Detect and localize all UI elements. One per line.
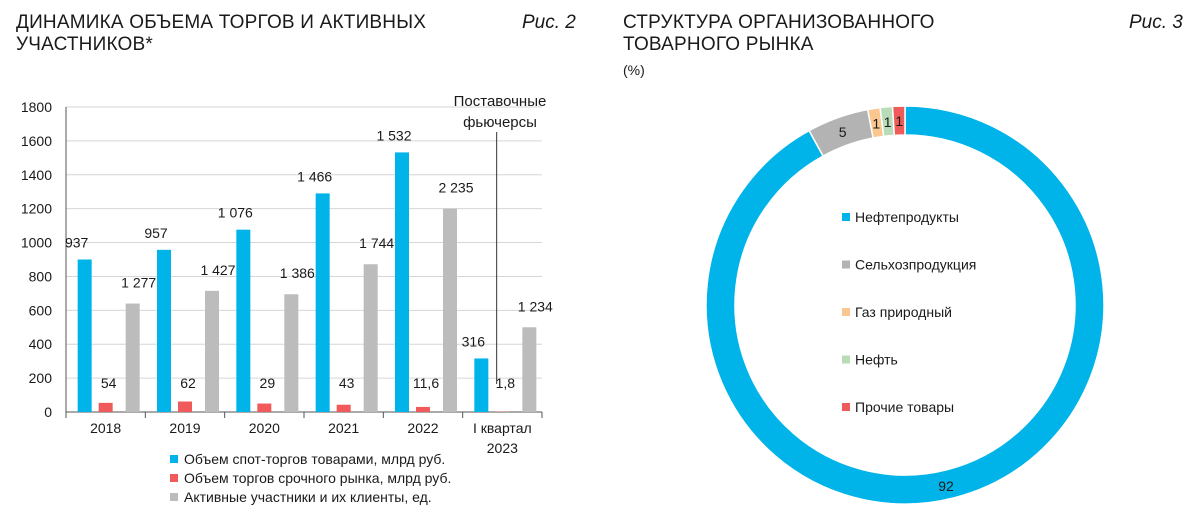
bar-1 bbox=[236, 229, 251, 412]
x-tick-label: 2020 bbox=[249, 420, 280, 436]
bar-2 bbox=[416, 406, 430, 412]
fig2-number: Рис. 2 bbox=[522, 12, 576, 33]
data-label: 1 386 bbox=[280, 265, 315, 281]
bar-1 bbox=[157, 249, 171, 412]
data-label: 1 076 bbox=[218, 205, 253, 221]
legend-swatch-3 bbox=[842, 308, 850, 316]
legend-swatch-1 bbox=[842, 213, 850, 221]
legend-swatch-2 bbox=[170, 474, 178, 482]
fig2-title: ДИНАМИКА ОБЪЕМА ТОРГОВ И АКТИВНЫХ УЧАСТН… bbox=[16, 12, 427, 55]
data-label: 1 234 bbox=[518, 298, 553, 314]
legend-swatch-4 bbox=[842, 355, 850, 364]
y-tick-label: 400 bbox=[29, 336, 53, 352]
legend-label-2: Объем торгов срочного рынка, млрд руб. bbox=[184, 470, 451, 486]
bar-3 bbox=[363, 264, 378, 412]
data-label: 1 427 bbox=[200, 262, 235, 278]
pie-slice-1 bbox=[705, 105, 1105, 505]
data-label: 1 277 bbox=[121, 275, 156, 291]
y-tick-label: 800 bbox=[29, 268, 53, 284]
bar-3 bbox=[284, 294, 299, 412]
data-label: 62 bbox=[180, 375, 196, 391]
legend-label-1: Нефтепродукты bbox=[855, 209, 959, 225]
y-tick-label: 1200 bbox=[21, 201, 52, 217]
x-tick-label: 2022 bbox=[407, 420, 438, 436]
bar-3 bbox=[125, 303, 140, 412]
legend-label-3: Газ природный bbox=[855, 304, 952, 320]
data-label: 43 bbox=[339, 375, 355, 391]
legend-label-1: Объем спот-торгов товарами, млрд руб. bbox=[184, 451, 445, 467]
data-label: 1 532 bbox=[376, 127, 411, 143]
y-tick-label: 1600 bbox=[21, 133, 52, 149]
pie-slice-5 bbox=[891, 105, 906, 137]
legend-swatch-1 bbox=[170, 455, 178, 463]
x-tick-label: 2023 bbox=[487, 440, 518, 456]
y-tick-label: 200 bbox=[29, 370, 53, 386]
pie-label: 1 bbox=[884, 114, 892, 130]
data-label: 1 744 bbox=[359, 235, 394, 251]
legend-swatch-2 bbox=[842, 260, 850, 269]
bar-3 bbox=[522, 327, 537, 412]
legend-label-4: Нефть bbox=[855, 352, 898, 368]
y-tick-label: 1400 bbox=[21, 167, 52, 183]
data-label: 1,8 bbox=[496, 375, 516, 391]
bar-chart: 0 200 400 600 800 1000 1200 1400 1600 1800 937 54 1 … bbox=[21, 93, 553, 505]
pie-label: 5 bbox=[839, 124, 847, 140]
annotation-text-1: Поставочные bbox=[454, 93, 547, 110]
data-label: 29 bbox=[260, 375, 276, 391]
y-tick-label: 1000 bbox=[21, 235, 52, 251]
bar-1 bbox=[77, 259, 92, 412]
data-label: 957 bbox=[144, 225, 168, 241]
bar-2 bbox=[98, 402, 113, 412]
annotation-text-2: фьючерсы bbox=[463, 114, 537, 131]
x-tick-label: I квартал bbox=[473, 420, 532, 436]
bar-1 bbox=[315, 193, 330, 412]
pie-label: 1 bbox=[895, 113, 903, 129]
data-label: 11,6 bbox=[413, 375, 439, 391]
y-tick-label: 1800 bbox=[21, 99, 52, 115]
data-label: 937 bbox=[65, 235, 89, 251]
pie-label: 1 bbox=[872, 115, 880, 131]
x-tick-label: 2021 bbox=[328, 420, 359, 436]
legend-label-5: Прочие товары bbox=[855, 399, 954, 415]
bar-3 bbox=[443, 208, 457, 412]
bar-2 bbox=[336, 404, 351, 412]
y-tick-label: 0 bbox=[44, 404, 52, 420]
bar-1 bbox=[395, 152, 409, 412]
x-tick-label: 2019 bbox=[169, 420, 200, 436]
data-label: 54 bbox=[101, 375, 117, 391]
bar-3 bbox=[205, 290, 219, 412]
data-label: 1 466 bbox=[297, 168, 332, 184]
legend-label-2: Сельхозпродукция bbox=[855, 257, 976, 273]
fig3-number: Рис. 3 bbox=[1129, 12, 1183, 33]
bar-1 bbox=[474, 358, 489, 412]
bar-2 bbox=[178, 401, 192, 412]
fig3-title: СТРУКТУРА ОРГАНИЗОВАННОГО ТОВАРНОГО РЫНК… bbox=[623, 12, 935, 55]
x-tick-label: 2018 bbox=[90, 420, 121, 436]
y-tick-label: 600 bbox=[29, 302, 53, 318]
legend-swatch-5 bbox=[842, 403, 850, 411]
data-label: 316 bbox=[462, 333, 486, 349]
data-label: 2 235 bbox=[438, 180, 473, 196]
legend-swatch-3 bbox=[170, 493, 178, 501]
pie-label: 92 bbox=[938, 478, 954, 494]
bar-2 bbox=[257, 403, 272, 412]
legend-label-3: Активные участники и их клиенты, ед. bbox=[184, 489, 432, 505]
fig3-unit: (%) bbox=[623, 62, 645, 78]
